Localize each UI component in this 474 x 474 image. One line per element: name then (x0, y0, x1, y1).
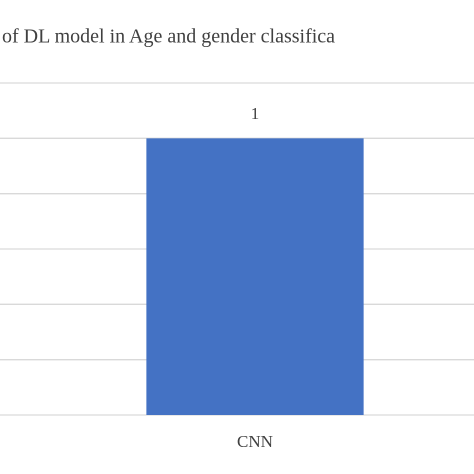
value-label: 1 (251, 104, 260, 123)
chart-title: of DL model in Age and gender classifica (2, 26, 335, 48)
x-tick-label: CNN (237, 432, 273, 451)
bar (146, 138, 364, 416)
